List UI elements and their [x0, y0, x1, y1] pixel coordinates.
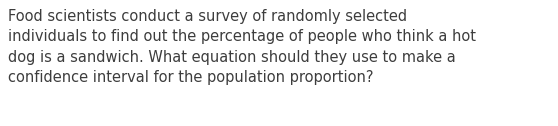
Text: Food scientists conduct a survey of randomly selected
individuals to find out th: Food scientists conduct a survey of rand…: [8, 9, 476, 85]
